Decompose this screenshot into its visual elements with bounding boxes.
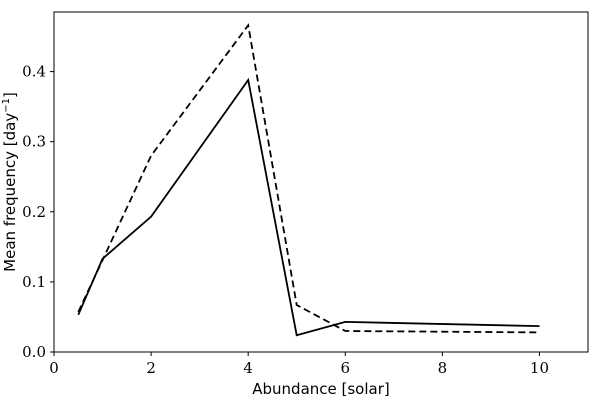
x-tick-label: 2 (146, 359, 156, 377)
dashed-series-line (77, 23, 540, 334)
x-tick-label: 10 (530, 359, 549, 377)
series-layer (77, 23, 540, 337)
y-tick-label: 0.0 (22, 343, 46, 361)
x-axis-label: Abundance [solar] (252, 380, 389, 398)
y-tick-label: 0.1 (22, 273, 46, 291)
tick-layer: 0 2 4 6 8 10 0.0 0.1 0.2 0.3 0.4 (22, 63, 549, 377)
y-axis-label: Mean frequency [day−1] (1, 92, 19, 272)
y-tick-label: 0.3 (22, 133, 46, 151)
x-tick-label: 8 (438, 359, 448, 377)
y-axis-label-prefix: Mean frequency [day (1, 113, 19, 272)
x-tick-label: 0 (49, 359, 59, 377)
y-tick-label: 0.4 (22, 63, 46, 81)
x-tick-label: 4 (243, 359, 253, 377)
y-axis-label-suffix: ] (1, 92, 19, 98)
y-tick-label: 0.2 (22, 203, 46, 221)
plot-frame (53, 11, 589, 353)
y-axis-label-superscript: −1 (1, 98, 12, 113)
x-tick-label: 6 (340, 359, 350, 377)
solid-series-line (77, 77, 540, 337)
